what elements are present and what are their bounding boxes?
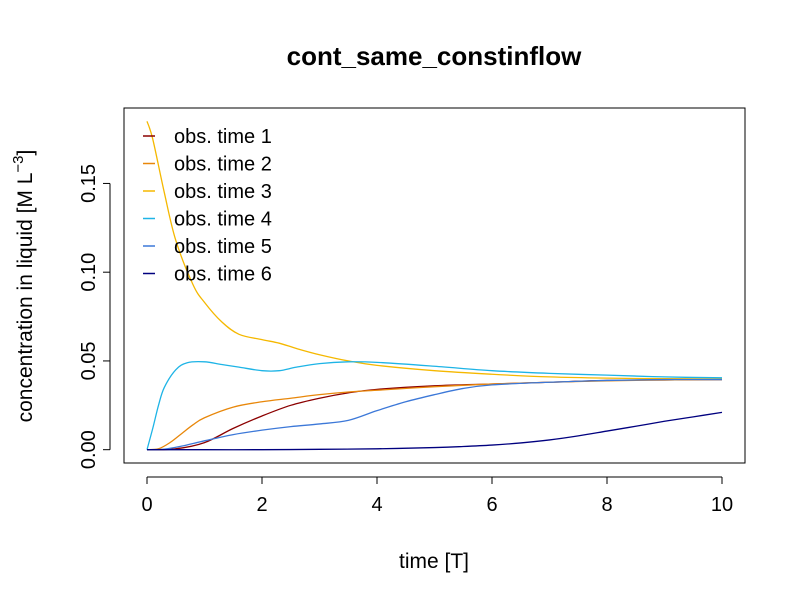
series-line-4 <box>146 360 723 450</box>
series-line-1 <box>146 378 723 451</box>
legend-label: obs. time 3 <box>174 181 272 203</box>
legend-item-6: obs. time 6 <box>143 264 272 286</box>
legend: obs. time 1 obs. time 2 obs. time 3 obs. ti… <box>143 126 272 286</box>
y-axis-label-main: concentration in liquid [M L <box>14 173 37 423</box>
legend-label: obs. time 1 <box>174 126 272 148</box>
x-axis-label: time [T] <box>399 550 469 573</box>
series-line-5 <box>146 378 723 451</box>
y-axis-label-superscript: −3 <box>10 155 27 172</box>
x-tick-label: 4 <box>371 494 382 516</box>
y-tick-label: 0.15 <box>78 164 100 203</box>
series-lines <box>146 121 723 451</box>
y-tick-label: 0.05 <box>78 341 100 380</box>
series-line-2 <box>146 378 723 451</box>
legend-label: obs. time 6 <box>174 264 272 286</box>
series-line-3 <box>146 121 723 380</box>
y-axis-label-end: ] <box>14 150 37 156</box>
legend-item-3: obs. time 3 <box>143 181 272 203</box>
x-tick-label: 8 <box>601 494 612 516</box>
series-line-6 <box>146 411 723 451</box>
legend-item-2: obs. time 2 <box>143 154 272 176</box>
y-axis: 0.00 0.05 0.10 0.15 <box>78 164 111 469</box>
legend-label: obs. time 4 <box>174 209 272 231</box>
x-tick-label: 6 <box>486 494 497 516</box>
legend-item-5: obs. time 5 <box>143 236 272 258</box>
legend-item-1: obs. time 1 <box>143 126 272 148</box>
y-axis-label: concentration in liquid [M L−3] <box>10 150 37 423</box>
legend-label: obs. time 5 <box>174 236 272 258</box>
chart-title: cont_same_constinflow <box>287 41 583 71</box>
x-tick-label: 2 <box>256 494 267 516</box>
x-tick-label: 10 <box>711 494 733 516</box>
x-tick-label: 0 <box>141 494 152 516</box>
x-axis: 0 2 4 6 8 10 <box>141 476 733 516</box>
y-tick-label: 0.00 <box>78 430 100 469</box>
legend-label: obs. time 2 <box>174 154 272 176</box>
y-tick-label: 0.10 <box>78 253 100 292</box>
legend-item-4: obs. time 4 <box>143 209 272 231</box>
plot-frame <box>123 107 746 464</box>
